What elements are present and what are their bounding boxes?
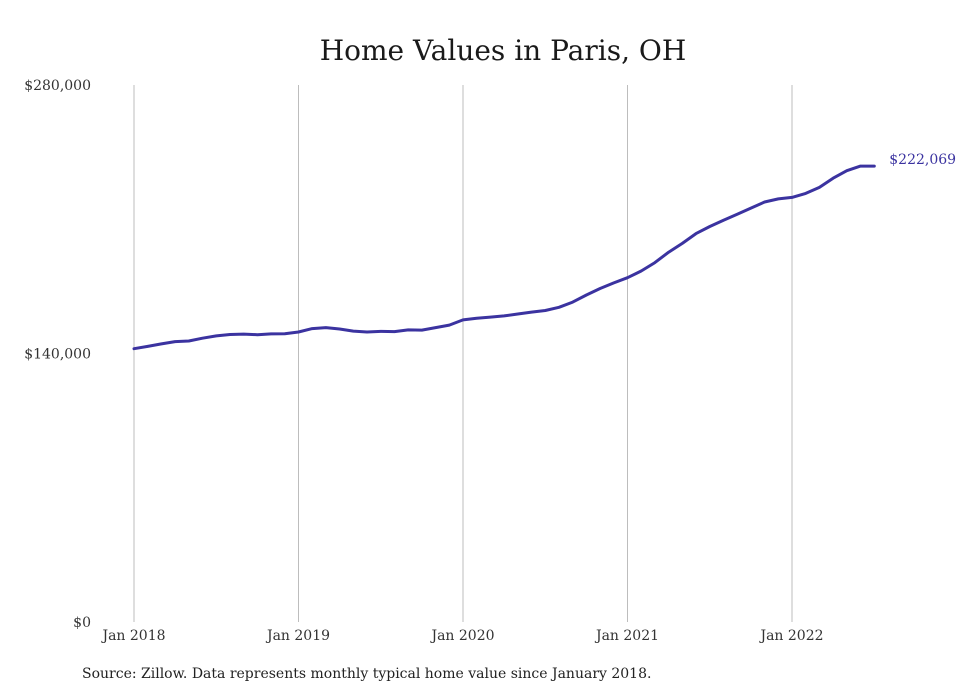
y-axis: $0 $140,000 $280,000 (24, 78, 91, 631)
x-tick-label: Jan 2018 (100, 628, 165, 644)
x-axis: Jan 2018 Jan 2019 Jan 2020 Jan 2021 Jan 2022 (100, 628, 823, 644)
x-tick-label: Jan 2020 (429, 628, 494, 644)
y-tick-label: $280,000 (24, 78, 91, 94)
y-tick-label: $0 (73, 615, 91, 631)
y-tick-label: $140,000 (24, 347, 91, 363)
end-value-label: $222,069 (889, 152, 956, 168)
x-tick-label: Jan 2021 (594, 628, 659, 644)
x-tick-label: Jan 2022 (758, 628, 823, 644)
source-note: Source: Zillow. Data represents monthly … (82, 666, 652, 682)
series-group: $222,069 (132, 152, 956, 351)
gridlines (133, 85, 793, 622)
chart-title: Home Values in Paris, OH (320, 34, 687, 67)
series-line (132, 164, 876, 351)
x-tick-label: Jan 2019 (265, 628, 330, 644)
